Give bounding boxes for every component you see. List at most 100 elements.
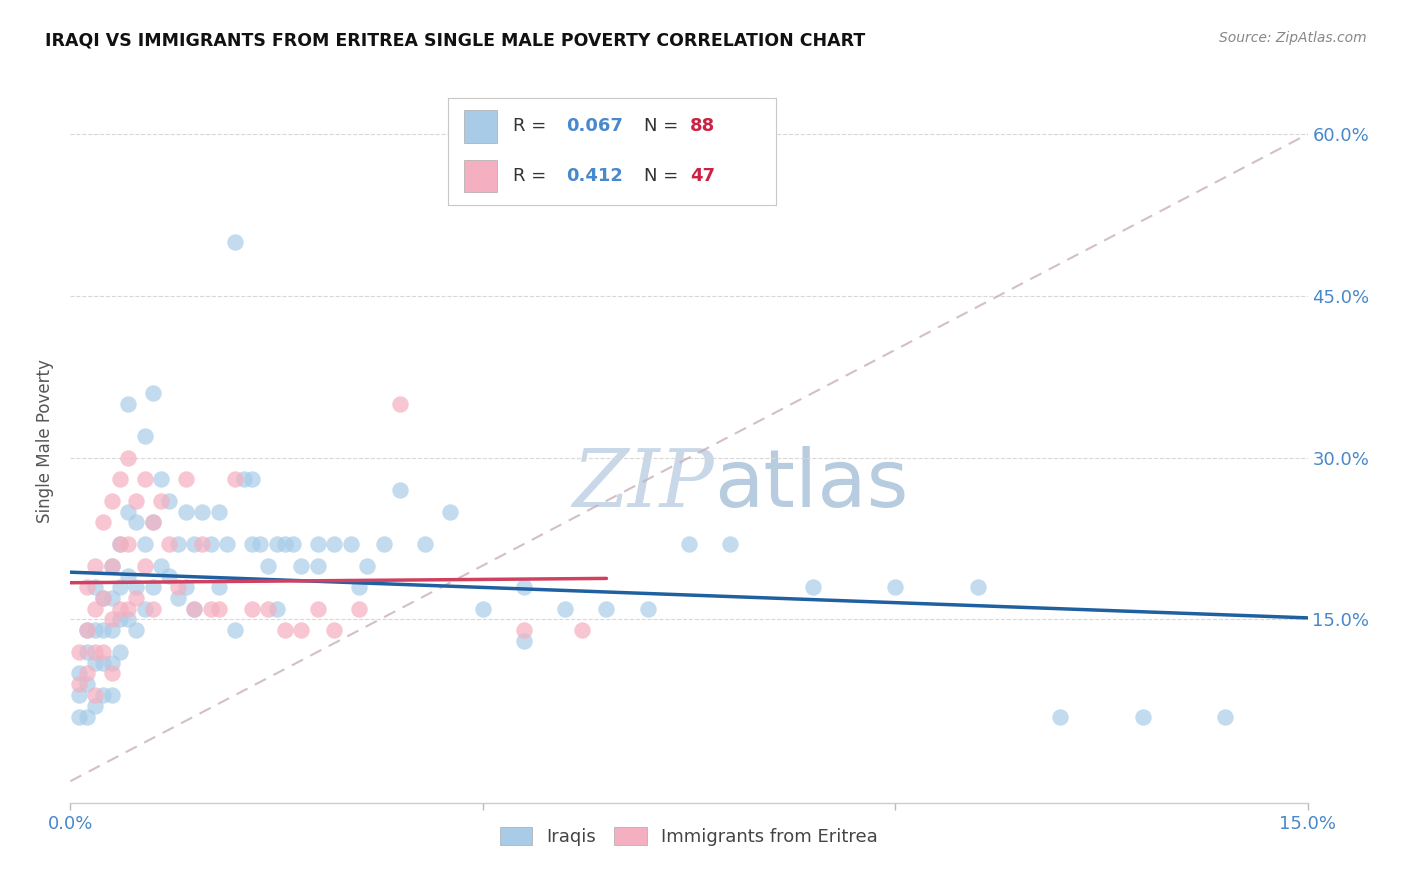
Point bbox=[108, 537, 131, 551]
Point bbox=[200, 537, 222, 551]
Point bbox=[67, 688, 90, 702]
Point bbox=[166, 591, 188, 605]
Point bbox=[1132, 709, 1154, 723]
Point bbox=[84, 580, 107, 594]
Point bbox=[100, 624, 122, 638]
Point bbox=[323, 624, 346, 638]
Point bbox=[281, 537, 304, 551]
Point bbox=[513, 580, 536, 594]
Point bbox=[150, 472, 173, 486]
Point bbox=[142, 386, 165, 401]
Point bbox=[240, 537, 263, 551]
Point bbox=[84, 558, 107, 573]
Point bbox=[801, 580, 824, 594]
Point bbox=[76, 624, 98, 638]
Point bbox=[150, 558, 173, 573]
Point bbox=[249, 537, 271, 551]
Legend: Iraqis, Immigrants from Eritrea: Iraqis, Immigrants from Eritrea bbox=[491, 818, 887, 855]
Point bbox=[257, 601, 280, 615]
Point bbox=[413, 537, 436, 551]
Point bbox=[76, 624, 98, 638]
Point bbox=[224, 472, 246, 486]
Point bbox=[91, 656, 114, 670]
Point bbox=[100, 688, 122, 702]
Point bbox=[108, 645, 131, 659]
Point bbox=[266, 601, 288, 615]
Point bbox=[117, 537, 139, 551]
Point bbox=[157, 537, 180, 551]
Point bbox=[266, 537, 288, 551]
Point bbox=[571, 624, 593, 638]
Point bbox=[208, 601, 231, 615]
Point bbox=[100, 558, 122, 573]
Point bbox=[208, 580, 231, 594]
Point bbox=[117, 397, 139, 411]
Point bbox=[513, 634, 536, 648]
Point bbox=[389, 397, 412, 411]
Point bbox=[224, 235, 246, 249]
Point bbox=[356, 558, 378, 573]
Point bbox=[274, 537, 297, 551]
Point bbox=[108, 580, 131, 594]
Point bbox=[76, 645, 98, 659]
Point bbox=[174, 505, 197, 519]
Point bbox=[290, 558, 312, 573]
Point bbox=[191, 537, 214, 551]
Point bbox=[183, 537, 205, 551]
Point bbox=[208, 505, 231, 519]
Point bbox=[307, 558, 329, 573]
Point bbox=[125, 624, 148, 638]
Point bbox=[108, 601, 131, 615]
Point bbox=[76, 709, 98, 723]
Point bbox=[91, 516, 114, 530]
Point bbox=[884, 580, 907, 594]
Point bbox=[84, 624, 107, 638]
Point bbox=[108, 612, 131, 626]
Point bbox=[134, 601, 156, 615]
Point bbox=[100, 558, 122, 573]
Text: Source: ZipAtlas.com: Source: ZipAtlas.com bbox=[1219, 31, 1367, 45]
Point bbox=[183, 601, 205, 615]
Point bbox=[142, 601, 165, 615]
Point bbox=[224, 624, 246, 638]
Point bbox=[200, 601, 222, 615]
Point bbox=[125, 580, 148, 594]
Text: IRAQI VS IMMIGRANTS FROM ERITREA SINGLE MALE POVERTY CORRELATION CHART: IRAQI VS IMMIGRANTS FROM ERITREA SINGLE … bbox=[45, 31, 865, 49]
Point bbox=[117, 505, 139, 519]
Point bbox=[257, 558, 280, 573]
Text: atlas: atlas bbox=[714, 446, 908, 524]
Point bbox=[554, 601, 576, 615]
Point bbox=[134, 537, 156, 551]
Point bbox=[1049, 709, 1071, 723]
Point bbox=[100, 656, 122, 670]
Point bbox=[67, 645, 90, 659]
Point bbox=[76, 677, 98, 691]
Point bbox=[595, 601, 617, 615]
Point bbox=[191, 505, 214, 519]
Point bbox=[513, 624, 536, 638]
Point bbox=[67, 709, 90, 723]
Point bbox=[100, 493, 122, 508]
Point bbox=[678, 537, 700, 551]
Point bbox=[339, 537, 361, 551]
Point bbox=[125, 516, 148, 530]
Point bbox=[84, 601, 107, 615]
Point bbox=[125, 591, 148, 605]
Point bbox=[67, 666, 90, 681]
Point bbox=[108, 537, 131, 551]
Point bbox=[84, 688, 107, 702]
Text: ZIP: ZIP bbox=[572, 446, 714, 524]
Point bbox=[67, 677, 90, 691]
Point bbox=[323, 537, 346, 551]
Point bbox=[84, 698, 107, 713]
Point bbox=[166, 580, 188, 594]
Point bbox=[174, 580, 197, 594]
Point bbox=[471, 601, 494, 615]
Point bbox=[166, 537, 188, 551]
Point bbox=[84, 645, 107, 659]
Y-axis label: Single Male Poverty: Single Male Poverty bbox=[37, 359, 55, 524]
Point bbox=[91, 624, 114, 638]
Point bbox=[134, 558, 156, 573]
Point bbox=[91, 591, 114, 605]
Point bbox=[108, 472, 131, 486]
